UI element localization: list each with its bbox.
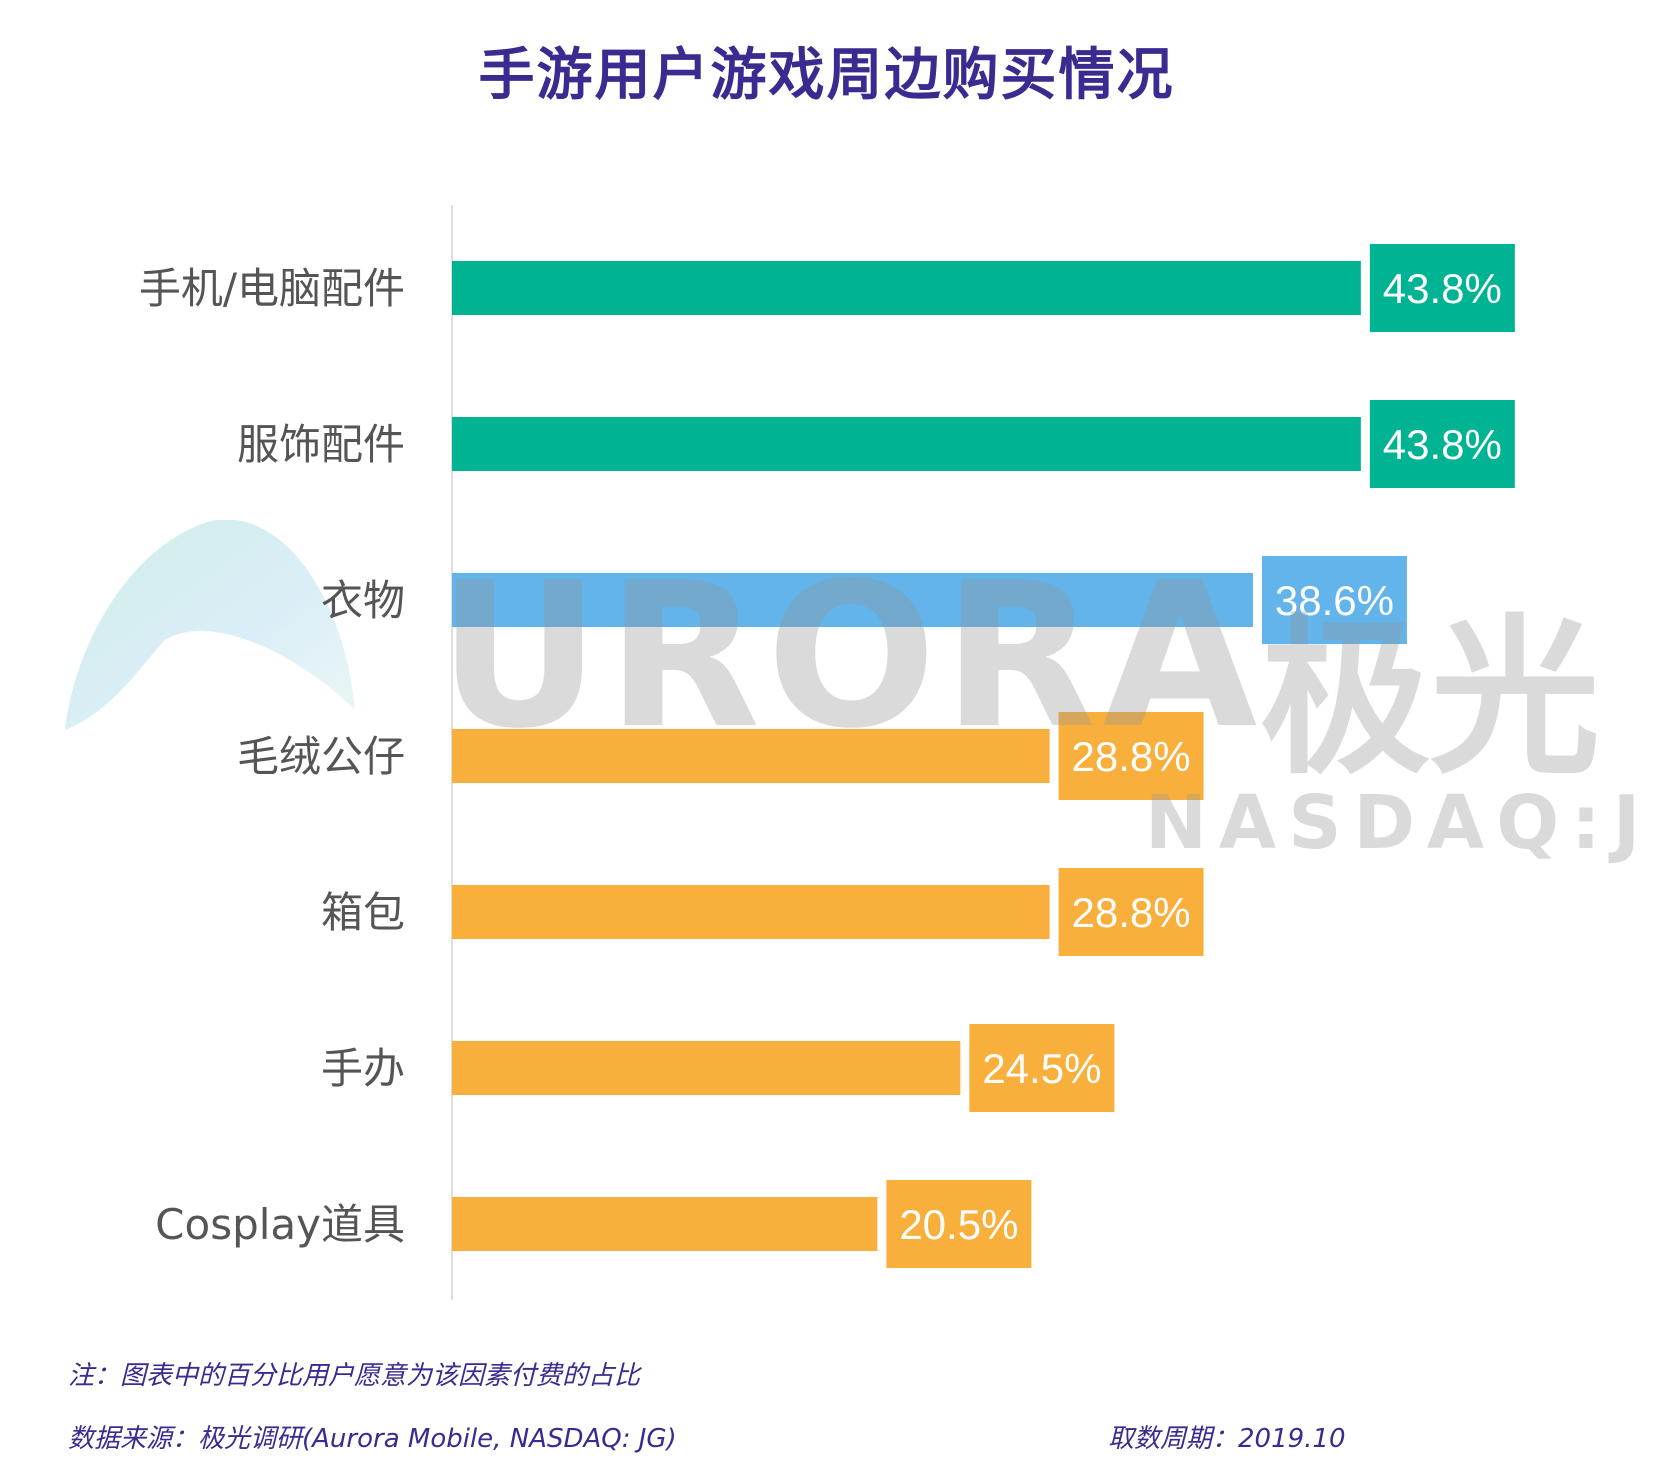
category-label: 箱包	[321, 888, 405, 937]
watermark-brand-cn-text: 极光	[1260, 600, 1601, 798]
category-label: Cosplay道具	[155, 1200, 405, 1249]
data-label: 43.8%	[1383, 421, 1502, 468]
data-label-box	[1261, 556, 1407, 644]
data-label: 20.5%	[899, 1201, 1018, 1248]
data-label-box	[1369, 400, 1515, 488]
data-label: 24.5%	[982, 1045, 1101, 1092]
category-label: 毛绒公仔	[237, 732, 405, 781]
bar	[452, 729, 1050, 783]
bar	[452, 261, 1361, 315]
data-label-box	[1058, 712, 1204, 800]
category-label: 服饰配件	[237, 420, 405, 469]
bar	[452, 1041, 961, 1095]
bar	[452, 573, 1253, 627]
bar	[452, 885, 1050, 939]
bar	[452, 1197, 878, 1251]
bar	[452, 417, 1361, 471]
aurora-logo-shape	[65, 520, 355, 730]
chart-title: 手游用户游戏周边购买情况	[478, 43, 1175, 108]
bar-chart: 43.8% 手机/电脑配件 43.8% 服饰配件 38.6% 衣物 28.8% 毛绒公仔 28.…	[139, 205, 1515, 1300]
watermark-brand-text: URORA	[438, 540, 1264, 773]
data-label: 28.8%	[1072, 733, 1191, 780]
category-label: 衣物	[321, 576, 405, 625]
data-label: 43.8%	[1383, 265, 1502, 312]
watermark-ticker-text: NASDAQ:JG	[1145, 780, 1653, 866]
data-label: 28.8%	[1072, 889, 1191, 936]
data-period: 取数周期：2019.10	[1108, 1424, 1346, 1454]
data-label: 38.6%	[1275, 577, 1394, 624]
data-source: 数据来源：极光调研(Aurora Mobile, NASDAQ: JG)	[68, 1424, 677, 1454]
data-label-box	[1369, 244, 1515, 332]
chart-note: 注：图表中的百分比用户愿意为该因素付费的占比	[68, 1361, 641, 1391]
category-label: 手机/电脑配件	[139, 264, 405, 313]
category-label: 手办	[321, 1044, 405, 1093]
data-label-box	[1058, 868, 1204, 956]
data-label-box	[969, 1024, 1115, 1112]
data-label-box	[886, 1180, 1032, 1268]
